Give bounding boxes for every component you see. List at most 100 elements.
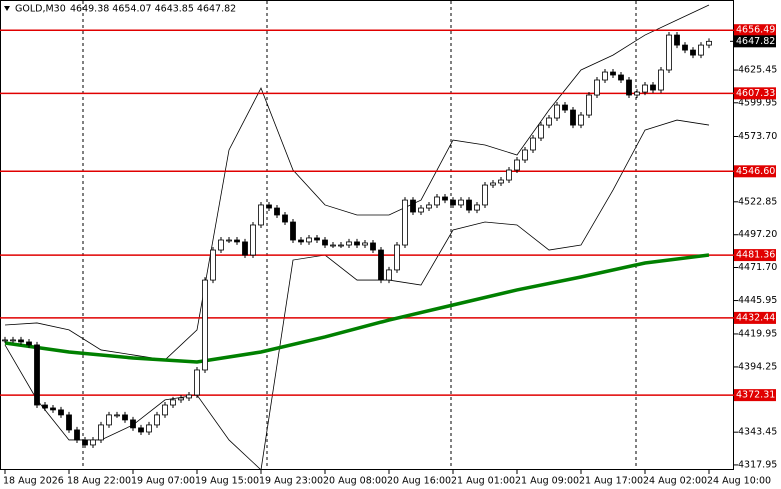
candle-body — [122, 414, 128, 421]
candle-body — [442, 196, 448, 201]
candle-body — [338, 244, 344, 247]
candle-body — [258, 204, 264, 226]
candle-body — [306, 237, 312, 243]
x-tick-label: 21 Aug 17:00 — [579, 476, 643, 487]
candle-body — [322, 239, 328, 246]
y-tick-label: 4522.85 — [738, 196, 777, 207]
candle-body — [546, 117, 552, 126]
candle-body — [250, 224, 256, 256]
candle-body — [570, 109, 576, 126]
candle-body — [154, 414, 160, 426]
x-tick-label: 21 Aug 01:00 — [451, 476, 515, 487]
candle-body — [418, 207, 424, 213]
current-price-box — [734, 35, 776, 48]
candle-body — [114, 414, 120, 417]
candle-body — [82, 439, 88, 446]
candle-body — [690, 49, 696, 56]
candle-body — [282, 214, 288, 223]
candle-body — [474, 204, 480, 211]
current-price-label: 4647.82 — [736, 36, 775, 47]
candle-body — [698, 44, 704, 56]
candle-body — [34, 344, 40, 406]
candle-body — [106, 414, 112, 426]
y-tick-label: 4394.25 — [738, 361, 777, 372]
ohlc-header: 4649.38 4654.07 4643.85 4647.82 — [70, 4, 236, 15]
candle-body — [98, 424, 104, 441]
candle-body — [506, 169, 512, 181]
x-tick-label: 20 Aug 08:00 — [323, 476, 387, 487]
candle-body — [274, 207, 280, 216]
candle-body — [218, 239, 224, 251]
x-tick-label: 21 Aug 09:00 — [515, 476, 579, 487]
marks — [0, 4, 734, 471]
candle-body — [50, 407, 56, 411]
candle-body — [482, 184, 488, 206]
plot-frame — [0, 0, 734, 470]
candle-body — [522, 149, 528, 161]
candle-body — [426, 204, 432, 209]
candle-body — [202, 279, 208, 371]
bollinger-upper — [4, 4, 710, 361]
candle-body — [58, 409, 64, 416]
candle-body — [10, 339, 16, 342]
y-tick-label: 4573.70 — [738, 131, 777, 142]
candle-body — [458, 199, 464, 206]
candle-body — [330, 244, 336, 247]
x-tick-label: 19 Aug 15:00 — [195, 476, 259, 487]
y-tick-label: 4445.95 — [738, 295, 777, 306]
candle-body — [362, 242, 368, 246]
level-label-box — [734, 24, 776, 37]
candle-body — [578, 114, 584, 126]
level-label-box — [734, 87, 776, 100]
candle-body — [346, 241, 352, 246]
level-label: 4481.36 — [736, 250, 775, 261]
candle-body — [514, 159, 520, 171]
x-tick-label: 18 Aug 22:00 — [67, 476, 131, 487]
x-tick-label: 24 Aug 02:00 — [643, 476, 707, 487]
candle-body — [314, 237, 320, 241]
candle-body — [354, 241, 360, 246]
level-label-box — [734, 389, 776, 402]
x-tick-label: 19 Aug 23:00 — [259, 476, 323, 487]
y-tick-label: 4625.45 — [738, 65, 777, 76]
candle-body — [66, 414, 72, 431]
candle-body — [682, 44, 688, 51]
candle-body — [26, 341, 32, 346]
level-label-box — [734, 165, 776, 178]
candle-body — [2, 339, 8, 342]
candle-body — [178, 397, 184, 401]
candle-body — [554, 104, 560, 119]
candle-body — [610, 71, 616, 76]
candle-body — [666, 34, 672, 71]
candle-body — [74, 429, 80, 441]
candle-body — [226, 239, 232, 242]
candle-body — [394, 244, 400, 271]
level-label-box — [734, 311, 776, 324]
level-label: 4656.49 — [736, 25, 775, 36]
x-tick-label: 19 Aug 07:00 — [131, 476, 195, 487]
candle-body — [370, 242, 376, 251]
level-label: 4607.33 — [736, 88, 775, 99]
candle-body — [634, 91, 640, 96]
candle-body — [490, 182, 496, 186]
candle-body — [410, 199, 416, 213]
candle-body — [234, 239, 240, 243]
candle-body — [618, 74, 624, 81]
candle-body — [18, 339, 24, 343]
candle-body — [642, 84, 648, 93]
candle-body — [650, 84, 656, 91]
candle-body — [266, 204, 272, 209]
x-tick-label: 20 Aug 16:00 — [387, 476, 451, 487]
x-tick-label: 24 Aug 10:00 — [707, 476, 771, 487]
candle-body — [594, 79, 600, 96]
y-tick-label: 4419.95 — [738, 328, 777, 339]
y-tick-label: 4343.45 — [738, 427, 777, 438]
symbol: GOLD,M30 — [15, 4, 66, 15]
bollinger-lower — [4, 119, 710, 471]
y-tick-label: 4471.70 — [738, 262, 777, 273]
candle-body — [242, 241, 248, 256]
level-label-box — [734, 249, 776, 262]
candle-body — [674, 34, 680, 46]
candle-body — [210, 249, 216, 281]
candle-body — [90, 439, 96, 446]
